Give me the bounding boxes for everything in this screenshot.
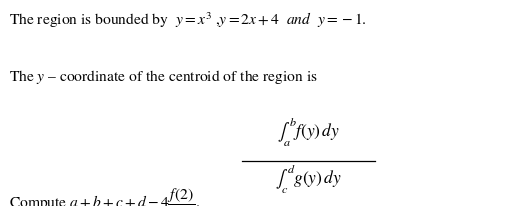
Text: The region is bounded by  $y = x^3$ ,$y = 2x + 4$  $\mathit{and}$  $y = -1$.: The region is bounded by $y = x^3$ ,$y =… [9,10,367,30]
Text: The $y$ – coordinate of the centroid of the region is: The $y$ – coordinate of the centroid of … [9,68,318,86]
Text: $\int_c^d g(y)\, dy$: $\int_c^d g(y)\, dy$ [275,162,342,195]
Text: Compute $a + b + c + d - 4\dfrac{f(2)}{g(2)}$.: Compute $a + b + c + d - 4\dfrac{f(2)}{g… [9,185,201,206]
Text: $\int_a^b f(y)\, dy$: $\int_a^b f(y)\, dy$ [277,115,340,148]
